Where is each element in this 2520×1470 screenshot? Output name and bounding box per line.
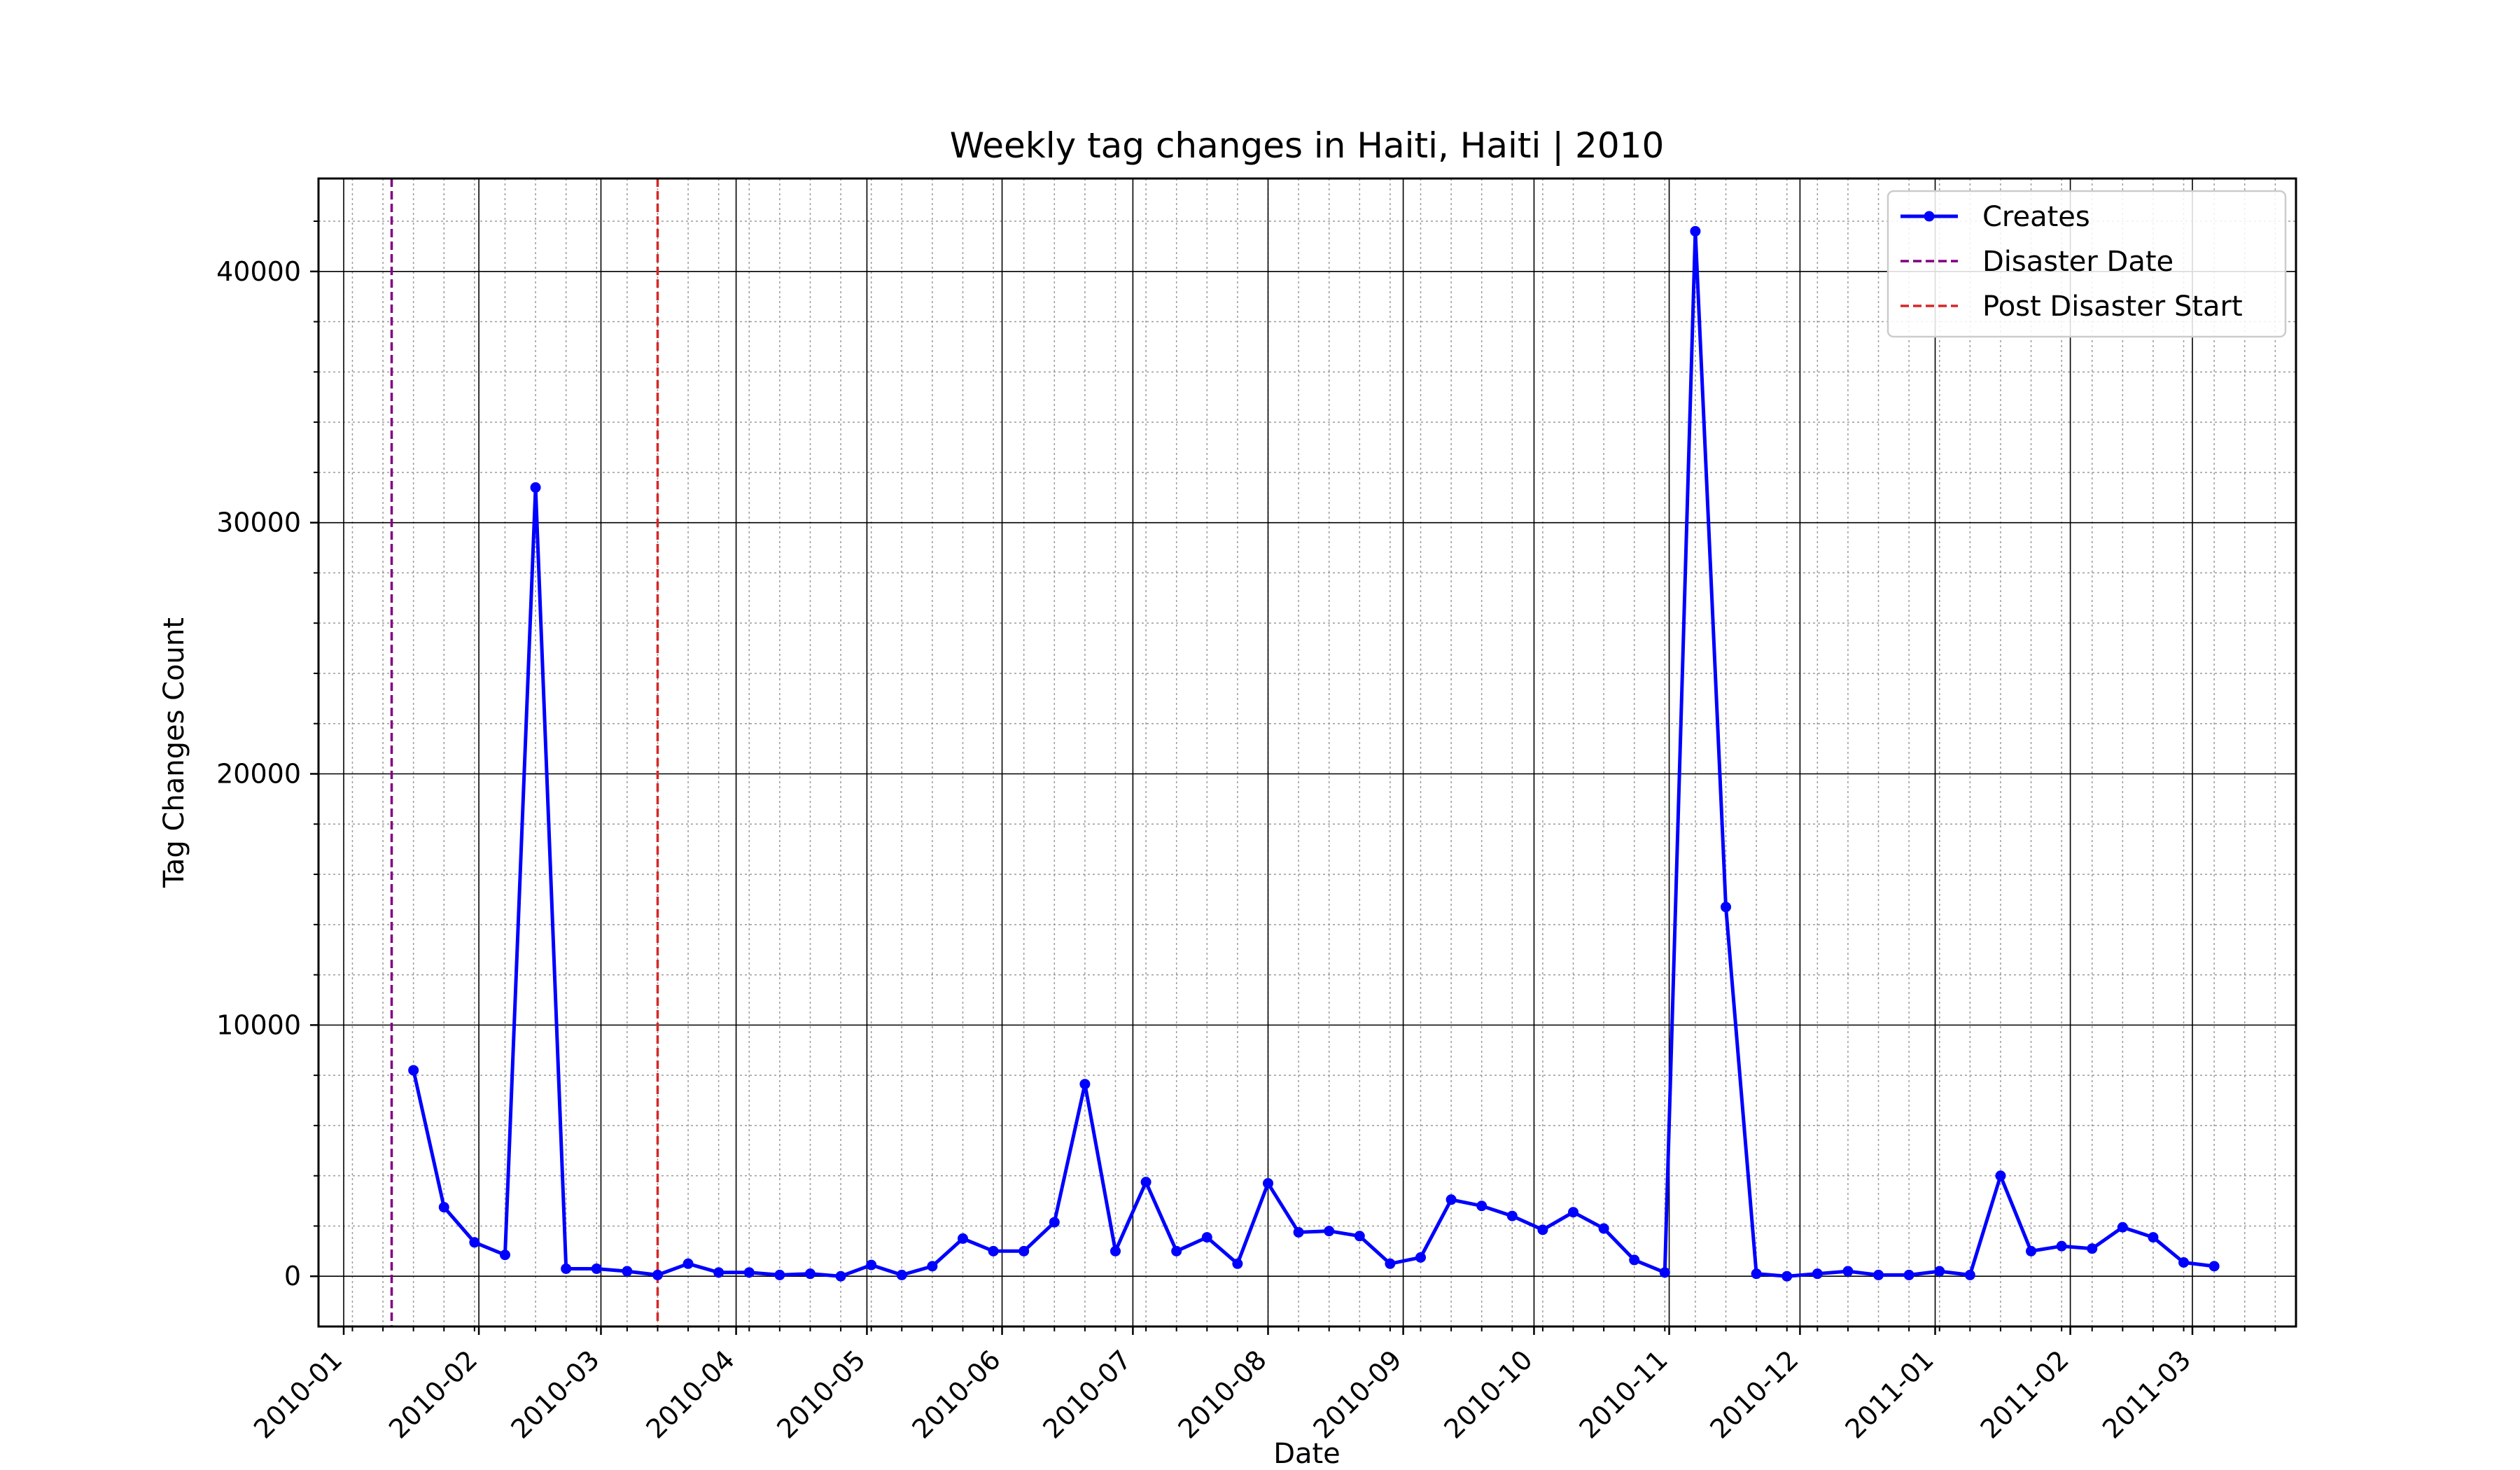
data-point [1415, 1252, 1427, 1263]
data-point [682, 1258, 694, 1269]
data-point [561, 1263, 572, 1274]
data-point [1263, 1177, 1273, 1189]
data-point [1476, 1200, 1488, 1212]
y-axis-label: Tag Changes Count [158, 617, 190, 888]
data-point [530, 482, 541, 493]
plot-frame [317, 177, 2297, 1328]
data-point [1598, 1223, 1609, 1234]
legend-box [1886, 190, 2287, 338]
data-point [1629, 1254, 1640, 1266]
data-point [1293, 1226, 1304, 1238]
data-point [1537, 1224, 1548, 1236]
reference-lines [390, 178, 659, 1326]
data-point [713, 1267, 724, 1278]
legend-label: Disaster Date [1982, 246, 2174, 278]
data-point [1232, 1258, 1243, 1269]
data-point [988, 1245, 999, 1256]
data-point [652, 1269, 663, 1280]
data-point [591, 1263, 602, 1274]
data-point [1568, 1207, 1579, 1218]
data-point [2117, 1222, 2128, 1233]
data-point [2026, 1245, 2037, 1256]
data-point [1506, 1210, 1518, 1222]
data-point [622, 1266, 633, 1277]
y-tick-label: 40000 [216, 256, 301, 287]
data-point [2087, 1243, 2098, 1254]
data-point [1171, 1245, 1182, 1256]
y-tick-label: 0 [284, 1261, 301, 1292]
y-tick-label: 20000 [216, 759, 301, 790]
y-axis: 0 10000 20000 30000 40000 [216, 220, 318, 1292]
legend-label: Post Disaster Start [1982, 290, 2243, 323]
data-point [1964, 1269, 1975, 1280]
data-point [438, 1202, 449, 1213]
data-point [1079, 1079, 1091, 1090]
data-point [1324, 1226, 1335, 1237]
data-point [1385, 1258, 1396, 1269]
data-point [469, 1237, 480, 1248]
legend-swatch-marker [1924, 211, 1935, 222]
data-point [1995, 1170, 2006, 1182]
data-point [2208, 1261, 2220, 1272]
data-point [1721, 902, 1732, 913]
data-point [1354, 1231, 1365, 1242]
data-point [1659, 1267, 1670, 1278]
data-point [1446, 1194, 1457, 1205]
data-point [1110, 1245, 1121, 1256]
legend-label: Creates [1982, 201, 2090, 233]
data-point [1140, 1177, 1152, 1188]
data-point [2178, 1256, 2190, 1268]
chart-title: Weekly tag changes in Haiti, Haiti | 201… [950, 125, 1665, 166]
data-point [743, 1267, 755, 1278]
data-point [774, 1269, 785, 1280]
data-point [896, 1269, 907, 1280]
data-point [804, 1268, 816, 1280]
data-point [408, 1065, 419, 1076]
legend: Creates Disaster Date Post Disaster Start [1886, 190, 2287, 338]
data-point [1049, 1217, 1060, 1228]
data-point [1018, 1245, 1030, 1256]
data-point [2056, 1240, 2067, 1252]
data-point [1690, 225, 1701, 237]
minor-grid [318, 178, 2296, 1326]
data-point [1903, 1269, 1914, 1280]
y-tick-label: 30000 [216, 507, 301, 538]
data-point [1842, 1266, 1854, 1277]
data-point [1751, 1268, 1762, 1280]
data-point [2148, 1232, 2159, 1243]
data-point [1201, 1232, 1212, 1243]
x-axis-label: Date [1273, 1438, 1340, 1470]
data-point [866, 1259, 877, 1270]
series-layer [408, 225, 2220, 1282]
data-point [499, 1250, 510, 1261]
data-point [1873, 1269, 1884, 1280]
data-point [1782, 1270, 1793, 1282]
data-point [957, 1233, 968, 1244]
data-point [1812, 1268, 1823, 1280]
data-point [1934, 1266, 1945, 1277]
data-point [835, 1270, 846, 1282]
y-tick-label: 10000 [216, 1009, 301, 1040]
data-point [927, 1261, 938, 1272]
